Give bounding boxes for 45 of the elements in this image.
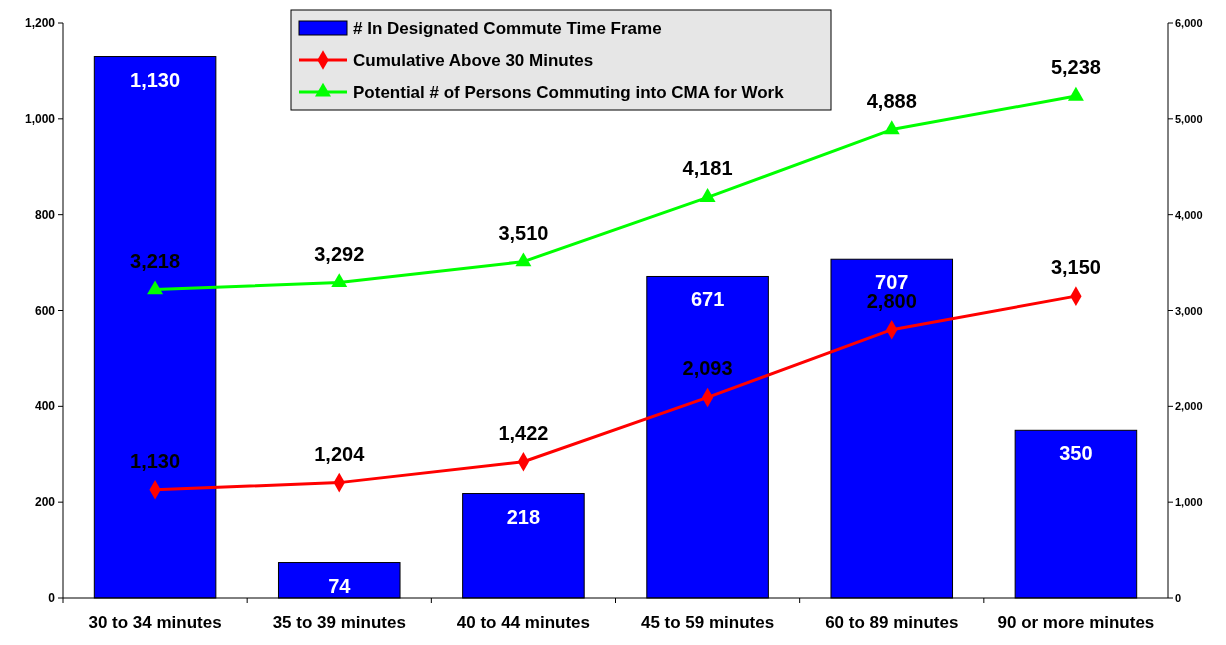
data-label: 3,510 <box>498 221 549 244</box>
point <box>1067 86 1084 101</box>
data-label: 1,422 <box>498 421 549 444</box>
data-label: 74 <box>328 574 352 597</box>
point <box>331 273 348 288</box>
y-tick-label: 1,200 <box>24 16 56 30</box>
y-tick-label: 0 <box>48 591 56 605</box>
data-label: 3,292 <box>314 242 365 265</box>
data-label: 3,150 <box>1050 256 1101 279</box>
data-label: 4,181 <box>682 157 733 180</box>
legend-label: # In Designated Commute Time Frame <box>353 19 662 38</box>
y-tick-label: 1,000 <box>24 111 56 126</box>
x-tick-label: 45 to 59 minutes <box>640 613 775 632</box>
y2-tick-label: 2,000 <box>1175 400 1203 413</box>
x-tick-label: 35 to 39 minutes <box>272 613 406 632</box>
y2-tick-label: 4,000 <box>1175 208 1203 221</box>
x-tick-label: 40 to 44 minutes <box>456 613 591 632</box>
y2-tick-label: 0 <box>1175 592 1182 604</box>
x-tick-label: 60 to 89 minutes <box>825 613 959 632</box>
data-label: 1,130 <box>130 68 181 91</box>
data-label: 3,218 <box>130 249 181 272</box>
data-label: 671 <box>690 288 725 311</box>
data-label: 2,093 <box>682 357 733 380</box>
y-tick-label: 600 <box>34 303 56 318</box>
x-tick-label: 90 or more minutes <box>997 613 1155 632</box>
point <box>883 120 900 135</box>
legend-label: Potential # of Persons Commuting into CMA for Work <box>353 83 785 102</box>
data-label: 5,238 <box>1050 56 1101 79</box>
x-tick-label: 30 to 34 minutes <box>88 613 222 632</box>
y2-tick-label: 6,000 <box>1175 17 1203 29</box>
y2-tick-label: 1,000 <box>1175 496 1203 509</box>
point <box>515 252 532 267</box>
data-label: 350 <box>1059 442 1093 465</box>
point <box>699 188 716 202</box>
y-tick-label: 400 <box>34 399 56 414</box>
y-tick-label: 200 <box>34 495 56 510</box>
point <box>147 280 164 295</box>
data-label: 1,204 <box>314 442 366 465</box>
data-label: 1,130 <box>130 449 181 472</box>
y2-tick-label: 5,000 <box>1175 112 1203 125</box>
legend-label: Cumulative Above 30 Minutes <box>353 51 594 70</box>
y2-tick-label: 3,000 <box>1175 304 1203 317</box>
y-tick-label: 800 <box>34 207 56 222</box>
data-label: 4,888 <box>866 89 917 112</box>
data-label: 218 <box>506 505 541 528</box>
